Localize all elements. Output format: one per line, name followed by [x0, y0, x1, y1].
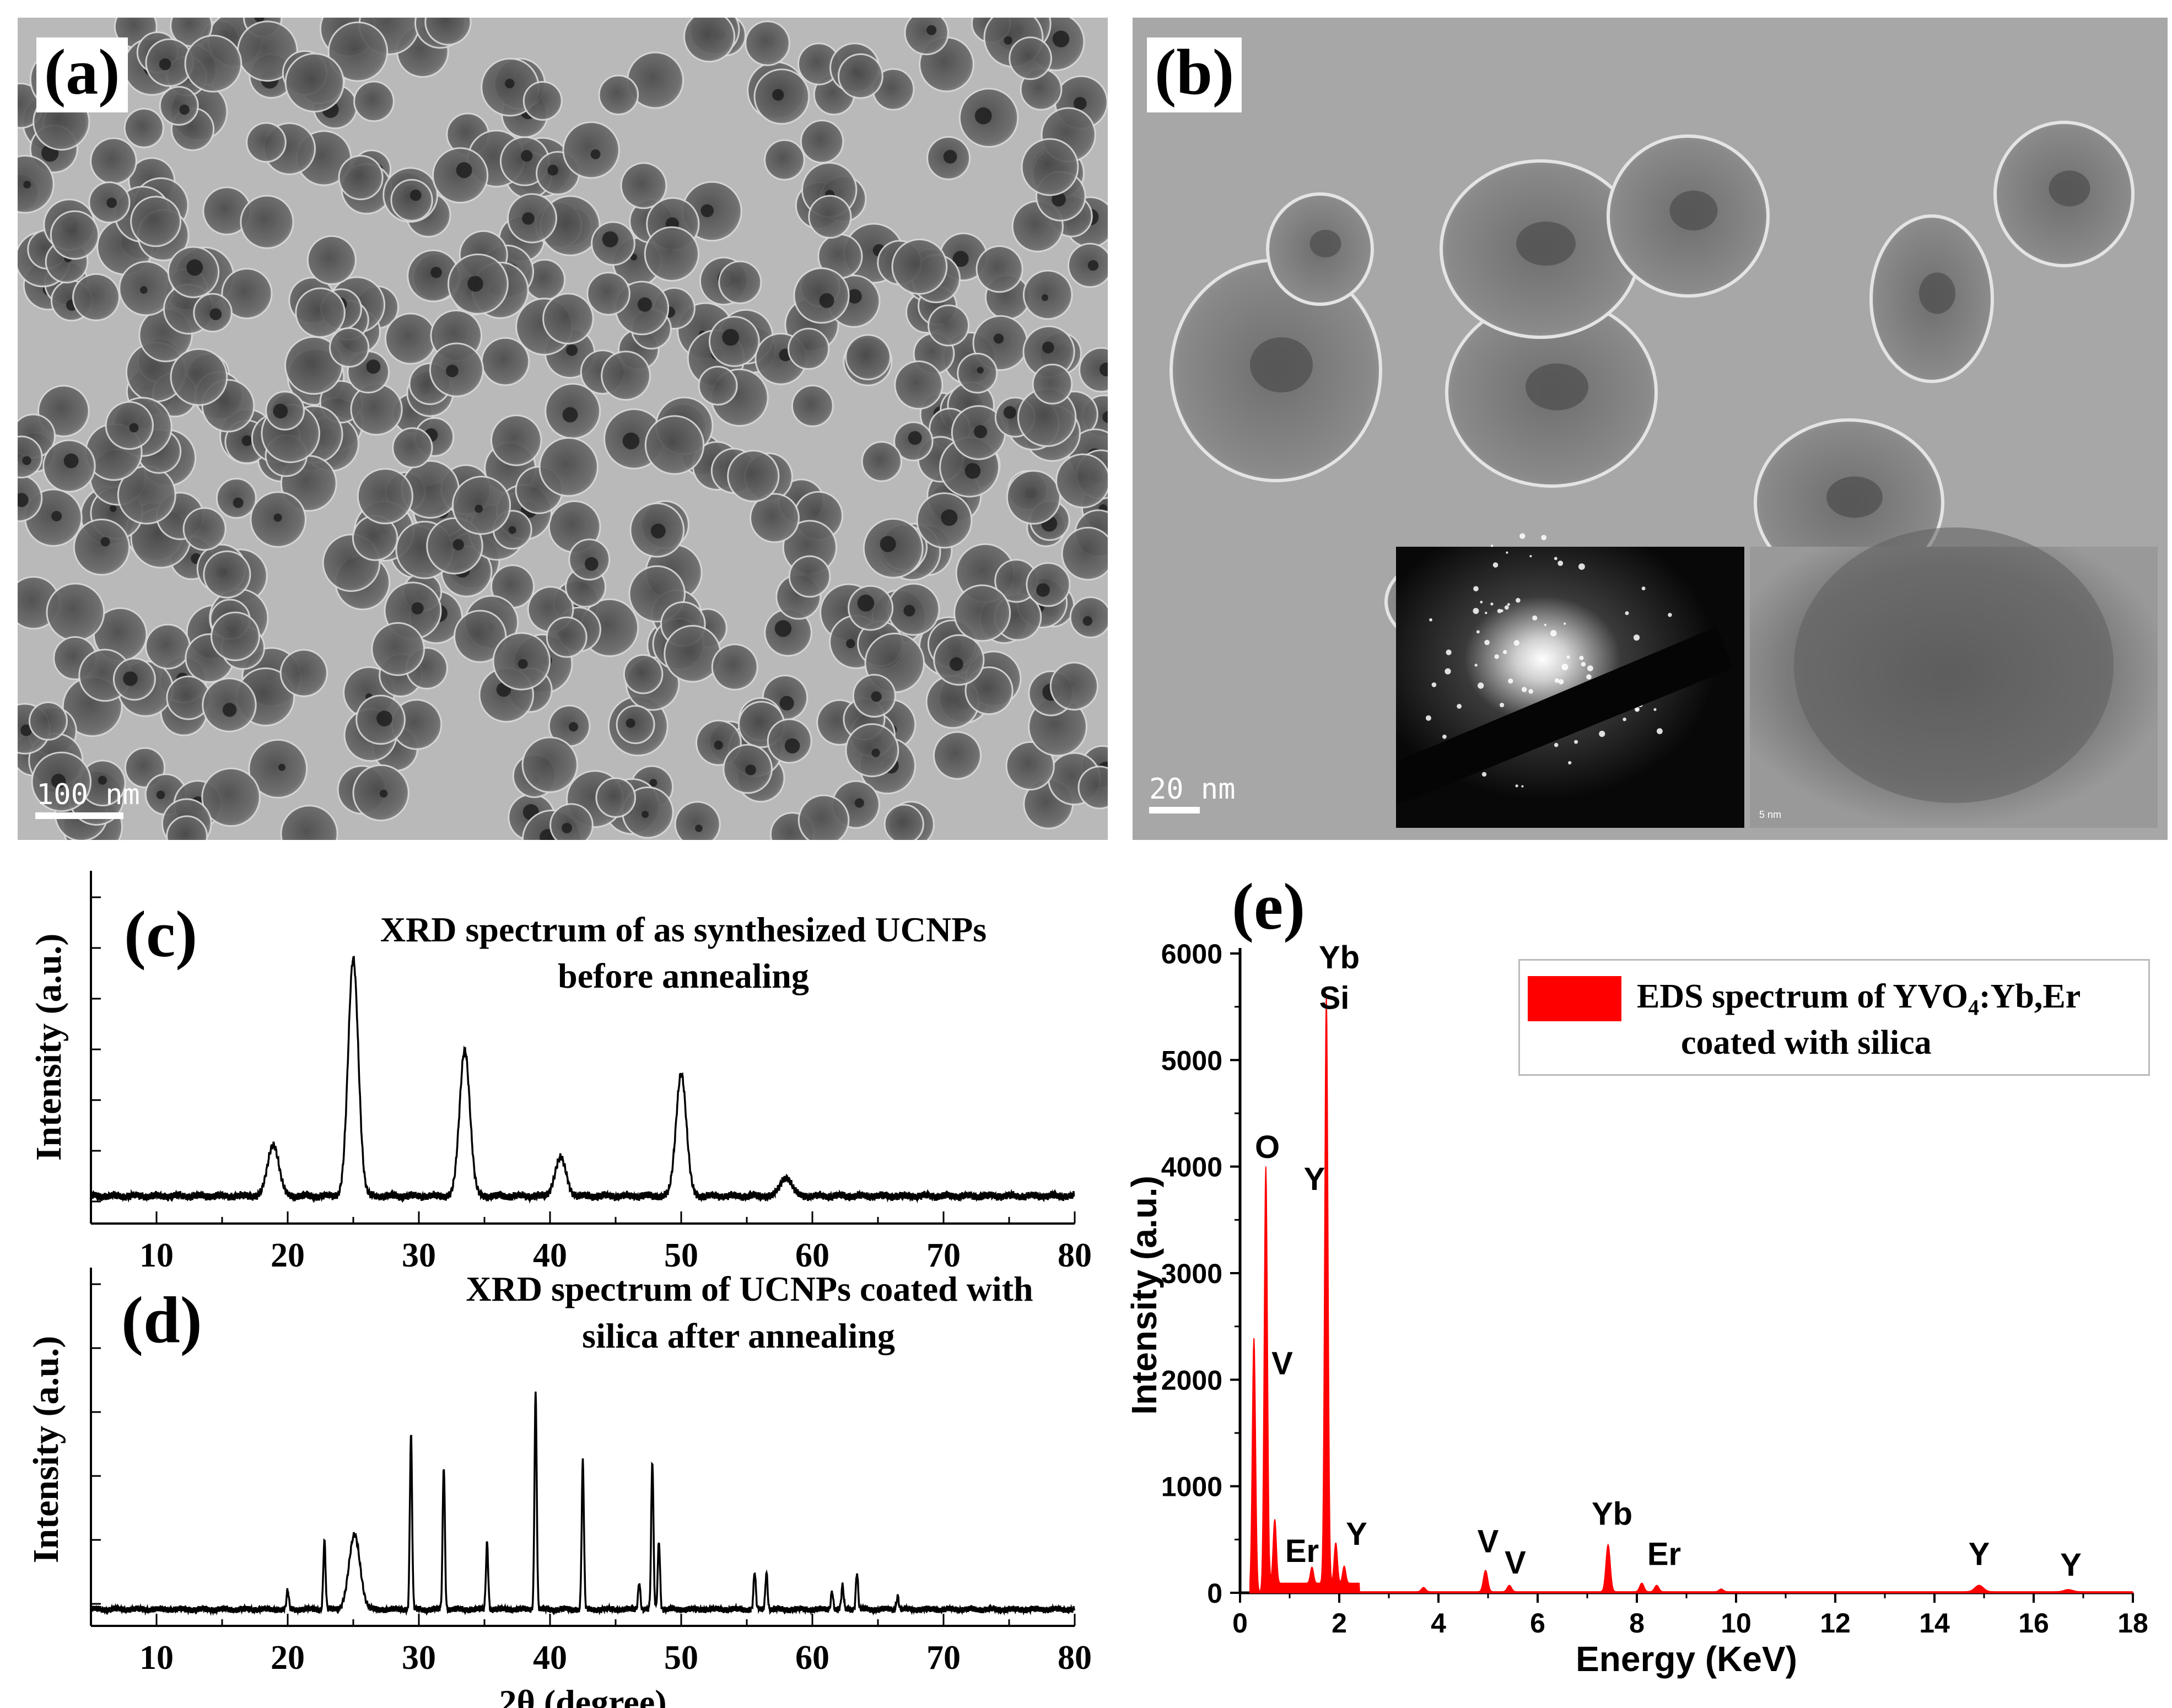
y-tick-label: 0	[1207, 1578, 1222, 1609]
x-tick-label: 60	[795, 1237, 829, 1274]
legend-line2-e: coated with silica	[1681, 1024, 1932, 1062]
legend-line1-e: EDS spectrum of YVO4:Yb,Er	[1637, 977, 2081, 1020]
x-tick-label: 10	[1721, 1608, 1751, 1639]
x-tick-label: 8	[1629, 1608, 1645, 1639]
tem-image-a-canvas	[18, 18, 1108, 840]
chart-e: 0 1000 2000 3000 4000 5000 6000 0 2 4 6 8 10 12 14 16 18…	[1108, 860, 2172, 1703]
x-tick-label: 10	[139, 1237, 174, 1274]
peak-label: V	[1478, 1524, 1499, 1560]
peak-label: Y	[1969, 1537, 1990, 1572]
inset-scale-b: 5 nm	[1759, 809, 1782, 820]
x-tick-label: 50	[664, 1639, 698, 1677]
y-tick-label: 1000	[1161, 1472, 1222, 1502]
x-axis-label: Energy (KeV)	[1576, 1639, 1797, 1679]
panel-label-a: (a)	[36, 37, 128, 112]
x-tick-label: 50	[664, 1237, 698, 1274]
y-tick-label: 3000	[1161, 1258, 1222, 1289]
y-axis-ticks	[91, 1283, 101, 1605]
peak-label: Si	[1319, 980, 1350, 1016]
x-tick-label: 80	[1058, 1237, 1092, 1274]
tem-image-b: (b) 20 nm 5 nm	[1133, 18, 2168, 840]
x-tick-label: 70	[926, 1639, 961, 1677]
peak-label: O	[1255, 1129, 1280, 1165]
scale-bar-b	[1149, 807, 1200, 813]
chart-d-canvas: 10 20 30 40 50 60 70 80 (d) XRD spectrum of UCNPs…	[26, 1268, 1092, 1708]
xrd-spectrum-line	[90, 1391, 1076, 1617]
legend-text-1b: :Yb,Er	[1979, 978, 2081, 1015]
y-axis-label: Intensity (a.u.)	[26, 1336, 66, 1564]
peak-label: V	[1271, 1346, 1293, 1382]
x-tick-label: 4	[1431, 1608, 1446, 1639]
x-tick-label: 20	[271, 1639, 305, 1677]
chart-title-line2: before annealing	[558, 956, 809, 995]
y-tick-label: 2000	[1161, 1365, 1222, 1396]
peak-label: Yb	[1592, 1496, 1632, 1532]
x-tick-label: 14	[1919, 1608, 1950, 1639]
x-tick-label: 30	[402, 1237, 436, 1274]
tem-image-b-canvas	[1133, 18, 2168, 840]
chart-title-line1: XRD spectrum of UCNPs coated with	[466, 1269, 1033, 1308]
x-tick-label: 12	[1820, 1608, 1851, 1639]
chart-e-canvas: 0 1000 2000 3000 4000 5000 6000 0 2 4 6 8 10 12 14 16 18…	[1124, 870, 2148, 1679]
saed-inset	[1396, 547, 1744, 828]
x-axis-ticks	[90, 1211, 1076, 1224]
x-tick-label: 70	[926, 1237, 961, 1274]
beam-stop	[1396, 627, 1733, 806]
chart-title-line2: silica after annealing	[582, 1316, 895, 1355]
peak-label: Er	[1647, 1537, 1681, 1572]
peak-label: Y	[1346, 1516, 1367, 1552]
scale-bar-a	[35, 812, 123, 819]
x-tick-label: 0	[1232, 1608, 1248, 1639]
x-tick-label: 40	[533, 1237, 567, 1274]
x-axis-ticks	[90, 1614, 1076, 1626]
y-axis-ticks	[91, 896, 101, 1203]
x-tick-label: 40	[533, 1639, 567, 1677]
x-tick-label: 30	[402, 1639, 436, 1677]
tem-a-particles	[18, 18, 1108, 840]
peak-label: Y	[1304, 1161, 1325, 1197]
hrtem-particle	[1794, 527, 2114, 803]
x-tick-label: 18	[2117, 1608, 2148, 1639]
y-tick-label: 5000	[1161, 1045, 1222, 1076]
y-tick-label: 6000	[1161, 939, 1222, 969]
scale-label-b: 20 nm	[1149, 773, 1236, 806]
legend-e: EDS spectrum of YVO4:Yb,Er coated with s…	[1518, 959, 2150, 1076]
x-tick-label: 16	[2018, 1608, 2049, 1639]
tem-image-a: (a) 100 nm	[18, 18, 1108, 840]
x-tick-label: 60	[795, 1639, 829, 1677]
y-tick-label: 4000	[1161, 1152, 1222, 1183]
x-tick-label: 10	[139, 1639, 174, 1677]
chart-c-canvas: 10 20 30 40 50 60 70 80 (c) XRD spectrum of as sy…	[29, 871, 1092, 1274]
legend-swatch-e	[1528, 976, 1621, 1021]
x-tick-label: 2	[1332, 1608, 1347, 1639]
peak-label: V	[1505, 1545, 1526, 1581]
panel-label: (e)	[1232, 870, 1305, 943]
scale-label-a: 100 nm	[36, 778, 140, 811]
panel-label-b: (b)	[1147, 37, 1242, 112]
x-axis-label: 2θ (degree)	[499, 1683, 666, 1708]
y-axis-label: Intensity (a.u.)	[29, 934, 69, 1161]
xrd-spectrum-line	[90, 956, 1075, 1204]
panel-label: (c)	[124, 897, 197, 971]
legend-subscript: 4	[1968, 995, 1979, 1020]
chart-c: 10 20 30 40 50 60 70 80 (c) XRD spectrum of as sy…	[0, 865, 1108, 1274]
legend-text-1: EDS spectrum of YVO	[1637, 978, 1968, 1015]
eds-spectrum-area	[1249, 995, 2134, 1593]
chart-d: 10 20 30 40 50 60 70 80 (d) XRD spectrum of UCNPs…	[0, 1268, 1108, 1708]
peak-label: Y	[2060, 1547, 2082, 1583]
x-tick-label: 80	[1058, 1639, 1092, 1677]
x-tick-label: 6	[1530, 1608, 1545, 1639]
x-tick-label: 20	[271, 1237, 305, 1274]
y-axis-label: Intensity (a.u.)	[1124, 1176, 1164, 1415]
peak-label: Er	[1285, 1533, 1319, 1569]
peak-label: Yb	[1319, 940, 1360, 976]
chart-title-line1: XRD spectrum of as synthesized UCNPs	[380, 910, 987, 949]
panel-label: (d)	[121, 1283, 202, 1356]
